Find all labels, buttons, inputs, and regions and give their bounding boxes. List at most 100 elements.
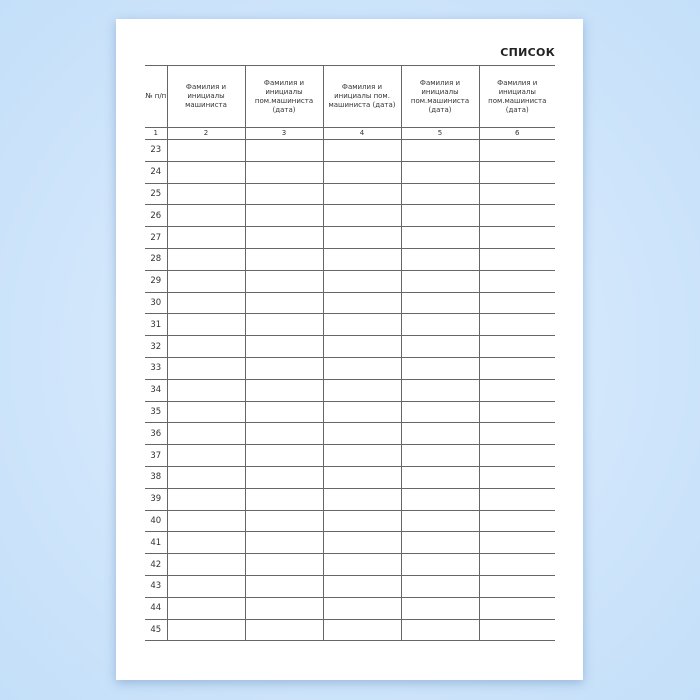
blank-cell[interactable] [166, 226, 245, 249]
blank-cell[interactable] [166, 422, 245, 446]
blank-cell[interactable] [244, 139, 323, 162]
blank-cell[interactable] [400, 247, 479, 271]
blank-cell[interactable] [244, 596, 323, 620]
blank-cell[interactable] [322, 160, 401, 184]
blank-cell[interactable] [244, 553, 323, 576]
blank-cell[interactable] [322, 422, 401, 446]
blank-cell[interactable] [400, 182, 479, 206]
blank-cell[interactable] [244, 291, 323, 315]
blank-cell[interactable] [478, 574, 555, 598]
blank-cell[interactable] [478, 291, 555, 315]
blank-cell[interactable] [244, 160, 323, 184]
blank-cell[interactable] [400, 378, 479, 402]
blank-cell[interactable] [478, 509, 555, 533]
blank-cell[interactable] [244, 182, 323, 206]
blank-cell[interactable] [400, 335, 479, 358]
blank-cell[interactable] [244, 509, 323, 533]
blank-cell[interactable] [244, 204, 323, 228]
blank-cell[interactable] [478, 356, 555, 380]
blank-cell[interactable] [166, 160, 245, 184]
blank-cell[interactable] [244, 618, 323, 642]
blank-cell[interactable] [166, 596, 245, 620]
blank-cell[interactable] [322, 400, 401, 424]
blank-cell[interactable] [400, 553, 479, 576]
blank-cell[interactable] [244, 444, 323, 467]
blank-cell[interactable] [400, 204, 479, 228]
blank-cell[interactable] [478, 596, 555, 620]
blank-cell[interactable] [244, 574, 323, 598]
blank-cell[interactable] [166, 509, 245, 533]
blank-cell[interactable] [244, 422, 323, 446]
blank-cell[interactable] [322, 269, 401, 293]
blank-cell[interactable] [322, 291, 401, 315]
blank-cell[interactable] [244, 335, 323, 358]
blank-cell[interactable] [322, 531, 401, 555]
blank-cell[interactable] [322, 378, 401, 402]
blank-cell[interactable] [478, 444, 555, 467]
blank-cell[interactable] [400, 465, 479, 489]
blank-cell[interactable] [478, 247, 555, 271]
blank-cell[interactable] [322, 247, 401, 271]
blank-cell[interactable] [244, 465, 323, 489]
blank-cell[interactable] [400, 139, 479, 162]
blank-cell[interactable] [166, 378, 245, 402]
blank-cell[interactable] [400, 226, 479, 249]
blank-cell[interactable] [322, 204, 401, 228]
blank-cell[interactable] [244, 313, 323, 337]
blank-cell[interactable] [322, 553, 401, 576]
blank-cell[interactable] [478, 204, 555, 228]
blank-cell[interactable] [322, 596, 401, 620]
blank-cell[interactable] [478, 378, 555, 402]
blank-cell[interactable] [244, 226, 323, 249]
blank-cell[interactable] [166, 444, 245, 467]
blank-cell[interactable] [400, 574, 479, 598]
blank-cell[interactable] [322, 444, 401, 467]
blank-cell[interactable] [478, 269, 555, 293]
blank-cell[interactable] [322, 226, 401, 249]
blank-cell[interactable] [400, 487, 479, 511]
blank-cell[interactable] [166, 531, 245, 555]
blank-cell[interactable] [478, 487, 555, 511]
blank-cell[interactable] [400, 269, 479, 293]
blank-cell[interactable] [400, 618, 479, 642]
blank-cell[interactable] [400, 596, 479, 620]
blank-cell[interactable] [400, 444, 479, 467]
blank-cell[interactable] [166, 487, 245, 511]
blank-cell[interactable] [166, 313, 245, 337]
blank-cell[interactable] [478, 139, 555, 162]
blank-cell[interactable] [322, 139, 401, 162]
blank-cell[interactable] [166, 182, 245, 206]
blank-cell[interactable] [166, 400, 245, 424]
blank-cell[interactable] [322, 618, 401, 642]
blank-cell[interactable] [244, 487, 323, 511]
blank-cell[interactable] [166, 139, 245, 162]
blank-cell[interactable] [478, 160, 555, 184]
blank-cell[interactable] [478, 465, 555, 489]
blank-cell[interactable] [322, 487, 401, 511]
blank-cell[interactable] [400, 356, 479, 380]
blank-cell[interactable] [478, 422, 555, 446]
blank-cell[interactable] [322, 335, 401, 358]
blank-cell[interactable] [400, 291, 479, 315]
blank-cell[interactable] [322, 574, 401, 598]
blank-cell[interactable] [478, 226, 555, 249]
blank-cell[interactable] [400, 313, 479, 337]
blank-cell[interactable] [244, 531, 323, 555]
blank-cell[interactable] [244, 247, 323, 271]
blank-cell[interactable] [166, 291, 245, 315]
blank-cell[interactable] [322, 356, 401, 380]
blank-cell[interactable] [400, 160, 479, 184]
blank-cell[interactable] [244, 356, 323, 380]
blank-cell[interactable] [244, 269, 323, 293]
blank-cell[interactable] [166, 204, 245, 228]
blank-cell[interactable] [478, 618, 555, 642]
blank-cell[interactable] [322, 465, 401, 489]
blank-cell[interactable] [478, 313, 555, 337]
blank-cell[interactable] [478, 531, 555, 555]
blank-cell[interactable] [166, 269, 245, 293]
blank-cell[interactable] [166, 618, 245, 642]
blank-cell[interactable] [166, 356, 245, 380]
blank-cell[interactable] [478, 182, 555, 206]
blank-cell[interactable] [400, 400, 479, 424]
blank-cell[interactable] [166, 574, 245, 598]
